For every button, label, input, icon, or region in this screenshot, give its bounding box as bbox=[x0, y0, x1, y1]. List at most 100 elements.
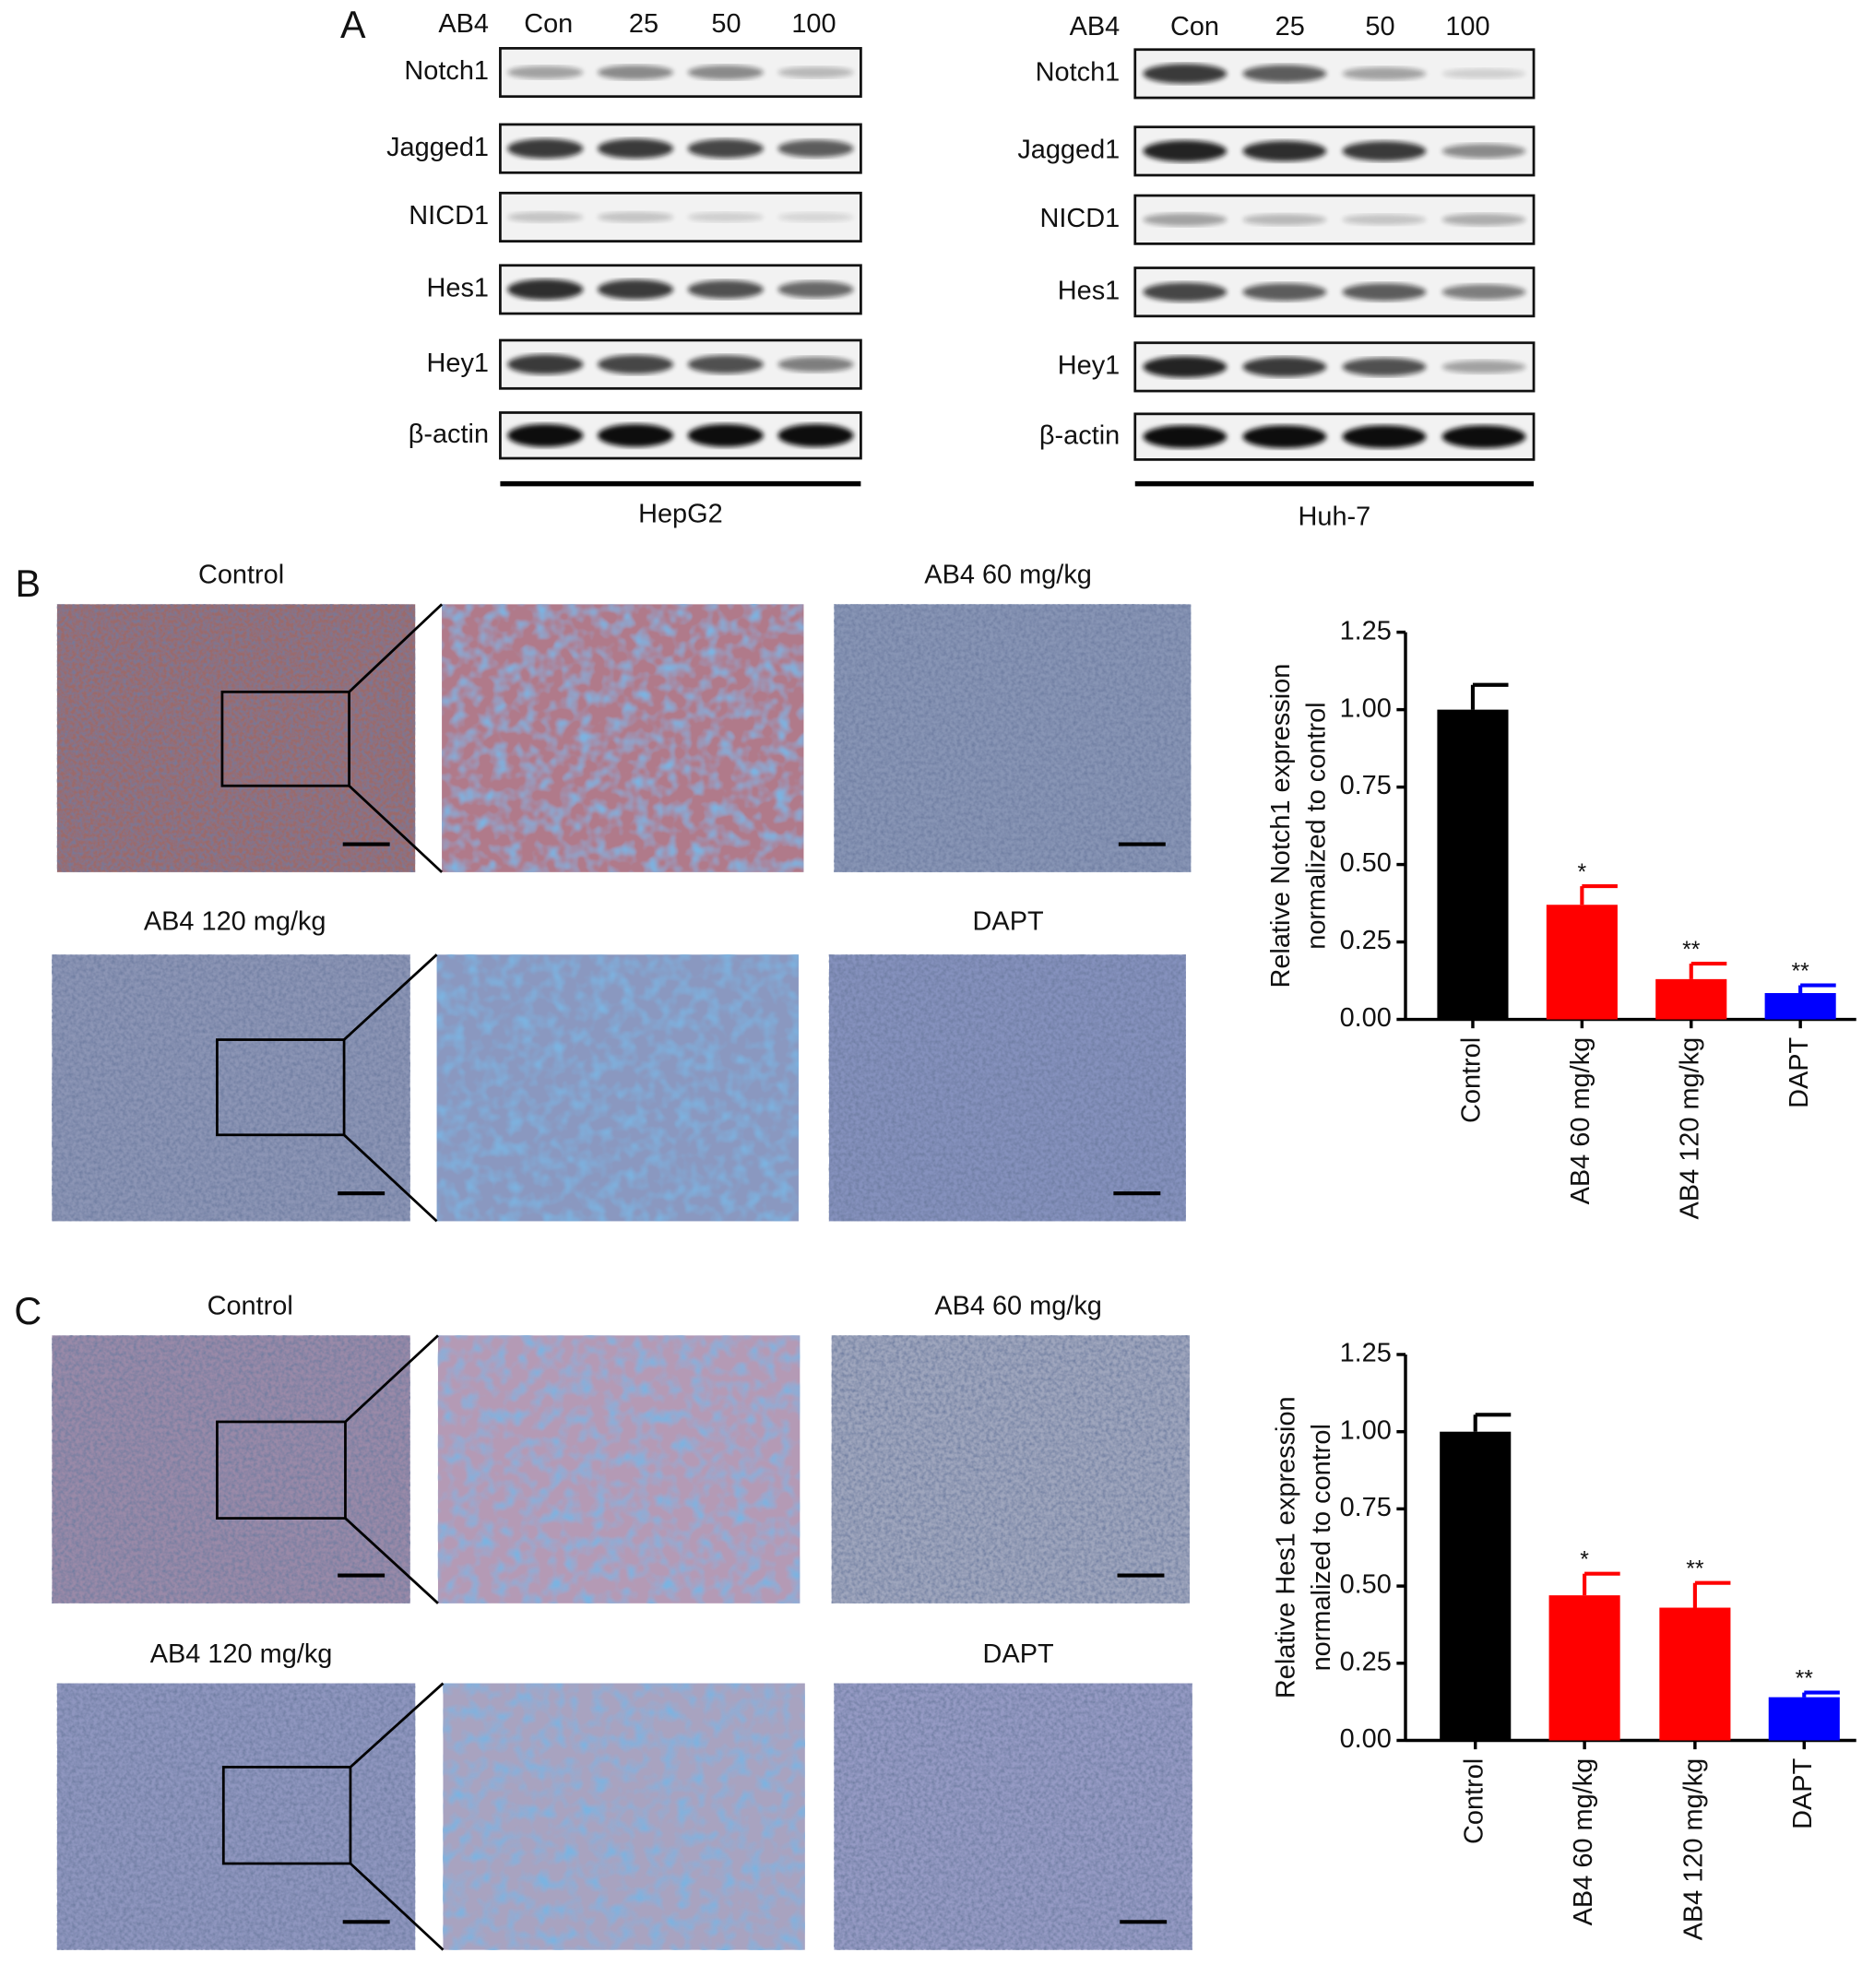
band bbox=[507, 138, 584, 159]
cell-line-label: Huh-7 bbox=[1299, 502, 1371, 531]
band bbox=[1242, 357, 1327, 377]
panel-letter: A bbox=[340, 4, 366, 46]
y-tick-label: 0.75 bbox=[1340, 771, 1392, 800]
y-axis-label: Relative Notch1 expression bbox=[1266, 664, 1296, 988]
histology-image bbox=[834, 604, 1192, 872]
band bbox=[1242, 65, 1327, 83]
lane-label: 50 bbox=[711, 9, 741, 39]
protein-label: β-actin bbox=[409, 420, 489, 449]
zoom-connector bbox=[350, 1682, 445, 1769]
image-title: AB4 120 mg/kg bbox=[144, 907, 326, 937]
protein-label: NICD1 bbox=[409, 201, 489, 231]
protein-label: Jagged1 bbox=[1017, 136, 1120, 165]
treatment-label: AB4 bbox=[438, 9, 489, 39]
x-tick-label: DAPT bbox=[1788, 1758, 1818, 1829]
band bbox=[1441, 284, 1526, 300]
band bbox=[507, 423, 584, 447]
histology-image bbox=[443, 1683, 805, 1950]
cell-line-label: HepG2 bbox=[638, 500, 723, 529]
y-tick-label: 0.00 bbox=[1340, 1724, 1392, 1754]
lane-label: Con bbox=[524, 9, 573, 39]
inset-box bbox=[221, 1766, 352, 1865]
bar bbox=[1546, 905, 1618, 1020]
band bbox=[1342, 425, 1427, 449]
significance-label: ** bbox=[1796, 1666, 1814, 1691]
image-title: AB4 60 mg/kg bbox=[934, 1292, 1102, 1321]
histology-image bbox=[828, 954, 1186, 1222]
band bbox=[1441, 144, 1526, 159]
bar bbox=[1548, 1595, 1620, 1741]
protein-label: Hes1 bbox=[1058, 276, 1120, 305]
band bbox=[777, 139, 854, 158]
lane-label: 25 bbox=[1275, 12, 1305, 41]
bar bbox=[1655, 978, 1727, 1020]
y-axis-label: normalized to control bbox=[1302, 702, 1332, 949]
lane-label: 100 bbox=[791, 9, 836, 39]
band bbox=[597, 354, 674, 374]
bar bbox=[1764, 992, 1836, 1020]
band bbox=[1143, 425, 1228, 449]
y-tick-label: 1.00 bbox=[1340, 1415, 1392, 1445]
band bbox=[687, 138, 764, 159]
histology-image bbox=[442, 604, 804, 872]
y-tick-label: 0.50 bbox=[1340, 1570, 1392, 1600]
x-tick-label: DAPT bbox=[1785, 1037, 1814, 1108]
histology-image bbox=[52, 954, 410, 1222]
band bbox=[1242, 283, 1327, 302]
band bbox=[1342, 214, 1427, 225]
y-tick-label: 0.25 bbox=[1340, 926, 1392, 955]
zoom-connector bbox=[344, 1334, 439, 1423]
y-tick-label: 1.00 bbox=[1340, 693, 1392, 723]
image-title: AB4 120 mg/kg bbox=[150, 1639, 333, 1669]
zoom-connector bbox=[350, 1863, 445, 1951]
lane-label: 25 bbox=[629, 9, 658, 39]
x-tick-label: AB4 60 mg/kg bbox=[1569, 1758, 1598, 1926]
bar bbox=[1659, 1607, 1731, 1741]
y-tick-label: 1.25 bbox=[1340, 616, 1392, 645]
band bbox=[777, 66, 854, 78]
y-tick-label: 0.75 bbox=[1340, 1493, 1392, 1522]
band bbox=[1143, 64, 1228, 84]
band bbox=[597, 211, 674, 223]
band bbox=[1143, 356, 1228, 378]
band bbox=[1143, 282, 1228, 302]
bar bbox=[1440, 1431, 1512, 1741]
significance-label: ** bbox=[1792, 959, 1810, 984]
lane-label: 50 bbox=[1365, 12, 1394, 41]
inset-box bbox=[220, 690, 350, 787]
histology-image bbox=[437, 1335, 801, 1603]
zoom-connector bbox=[344, 1517, 439, 1604]
band bbox=[507, 354, 584, 374]
lane-label: 100 bbox=[1445, 12, 1489, 41]
band bbox=[1441, 360, 1526, 373]
protein-label: Hes1 bbox=[427, 274, 489, 303]
band bbox=[1242, 425, 1327, 449]
x-tick-label: AB4 60 mg/kg bbox=[1566, 1037, 1595, 1205]
band bbox=[1242, 214, 1327, 226]
lane-label: Con bbox=[1170, 12, 1219, 41]
panel-letter: C bbox=[14, 1290, 42, 1332]
histology-image bbox=[834, 1683, 1192, 1950]
zoom-connector bbox=[348, 603, 444, 693]
x-tick-label: AB4 120 mg/kg bbox=[1675, 1037, 1704, 1220]
y-axis-label: normalized to control bbox=[1307, 1424, 1336, 1671]
zoom-connector bbox=[348, 785, 444, 873]
band bbox=[597, 138, 674, 159]
protein-label: Jagged1 bbox=[386, 133, 489, 162]
panel-letter: B bbox=[16, 562, 42, 605]
band bbox=[1441, 213, 1526, 226]
y-axis-label: Relative Hes1 expression bbox=[1272, 1396, 1301, 1698]
bar bbox=[1437, 709, 1509, 1020]
band bbox=[777, 356, 854, 373]
significance-label: ** bbox=[1686, 1557, 1704, 1582]
band bbox=[597, 423, 674, 447]
y-tick-label: 1.25 bbox=[1340, 1339, 1392, 1368]
protein-label: β-actin bbox=[1039, 420, 1120, 450]
histology-image bbox=[831, 1335, 1190, 1603]
zoom-connector bbox=[343, 1133, 438, 1223]
zoom-connector bbox=[343, 953, 438, 1041]
inset-box bbox=[216, 1038, 346, 1137]
protein-label: Notch1 bbox=[1036, 58, 1121, 88]
band bbox=[507, 211, 584, 223]
